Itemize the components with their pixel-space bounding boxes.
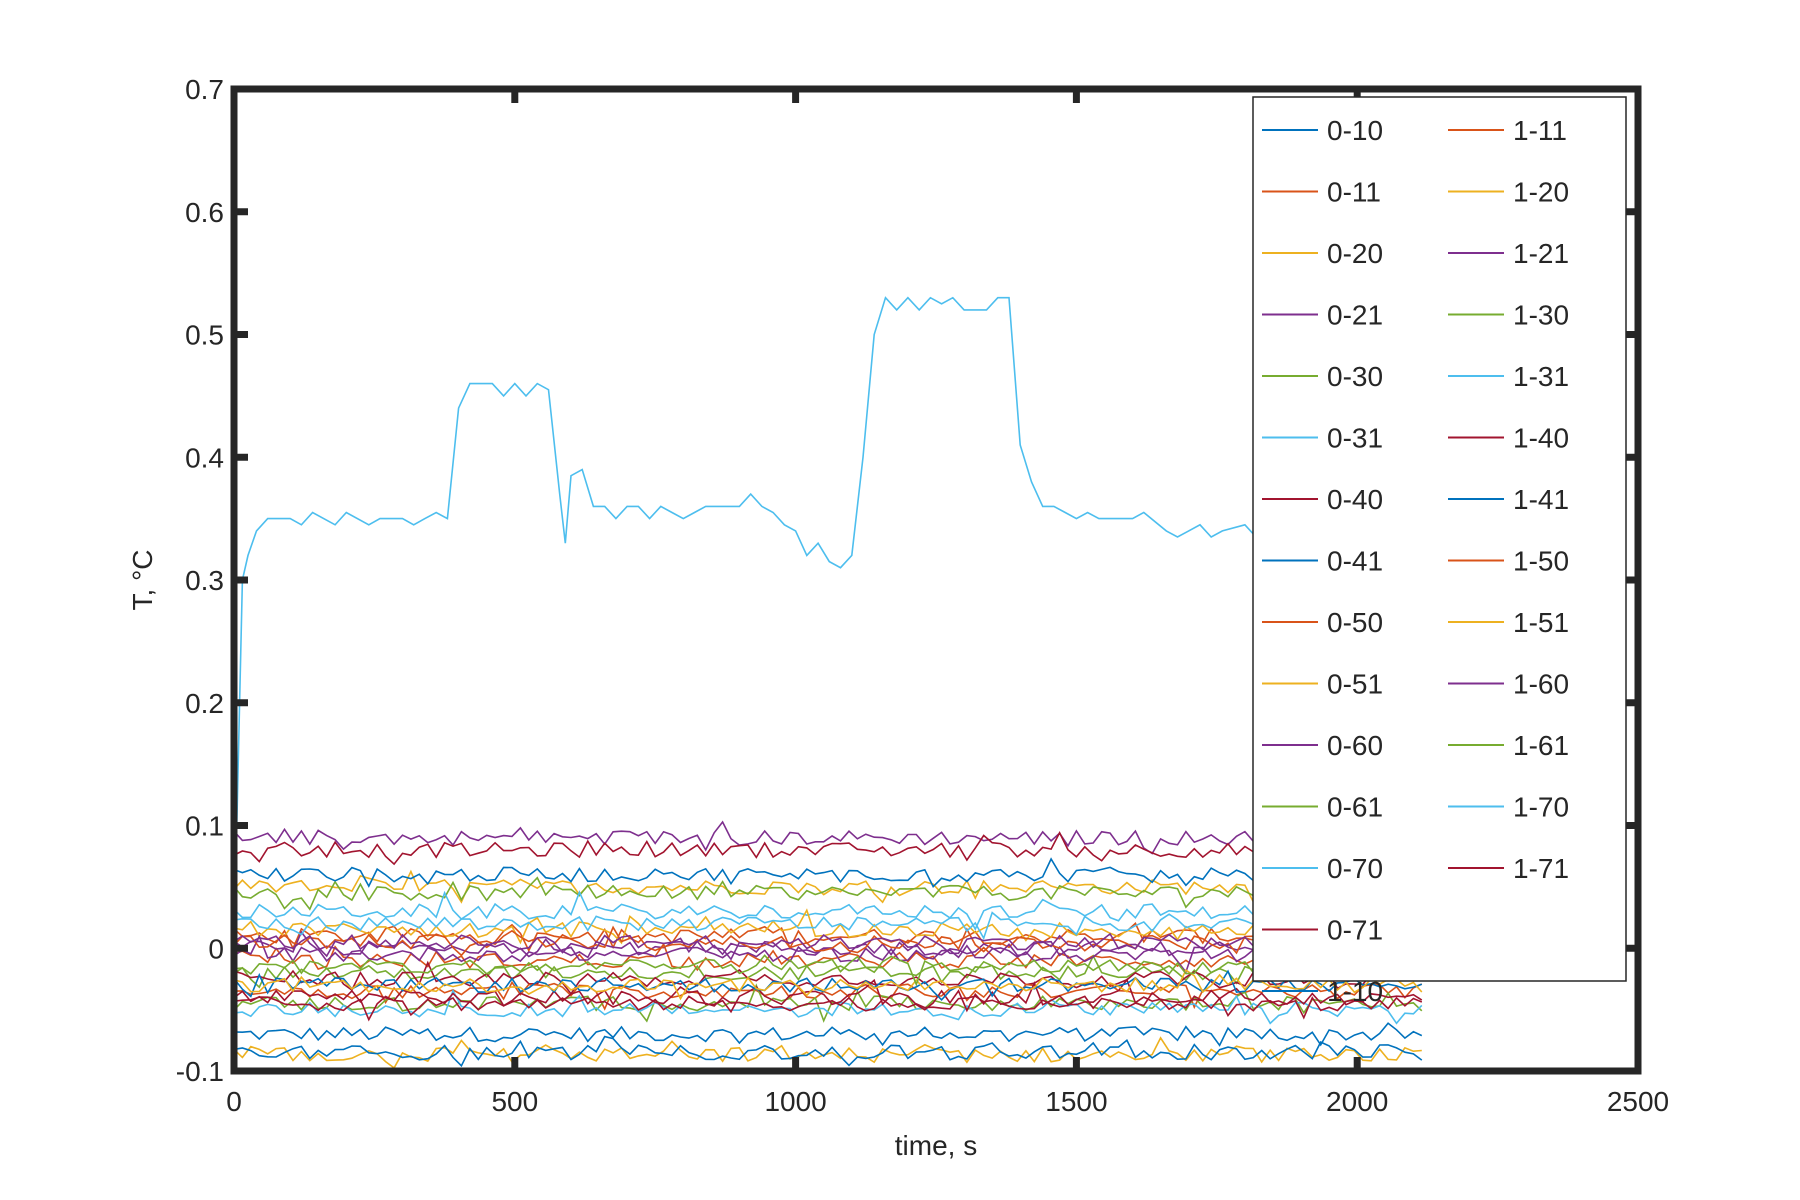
series-line-0-10 [233,1022,1423,1047]
series-line-0-50 [233,942,1423,972]
y-tick-label: 0.2 [185,688,224,719]
legend-box [1252,96,1627,982]
y-tick-label: 0.3 [185,565,224,596]
legend-label: 1-60 [1513,669,1569,700]
legend-label: 0-60 [1327,730,1383,761]
series-line-1-51 [233,968,1423,1001]
legend-label: 0-51 [1327,669,1383,700]
series-line-1-71 [233,991,1423,1022]
series-line-0-20 [233,869,1423,904]
y-tick-label: 0.5 [185,320,224,351]
legend-label: 1-30 [1513,300,1569,331]
series-line-0-40 [233,831,1422,866]
legend-label: 0-30 [1327,361,1383,392]
series-line-1-20 [233,908,1423,945]
series-line-1-60 [233,927,1423,961]
x-tick-label: 2500 [1607,1086,1669,1117]
series-line-0-21 [233,820,1423,855]
x-tick-label: 2000 [1326,1086,1388,1117]
legend-label: 0-50 [1327,607,1383,638]
x-tick-label: 500 [491,1086,538,1117]
x-tick-label: 0 [226,1086,242,1117]
data-series-group [233,296,1425,1070]
series-line-1-61 [233,954,1423,987]
legend-label: 0-11 [1327,177,1381,208]
legend-label: 1-70 [1513,792,1569,823]
series-line-0-31 [233,296,1425,949]
y-tick-label: 0.4 [185,442,224,473]
legend-label: 1-41 [1513,484,1569,515]
y-tick-label: 0 [208,933,224,964]
y-tick-label: 0.6 [185,197,224,228]
series-line-1-70 [233,911,1422,941]
legend-label: 0-21 [1327,300,1383,331]
legend-label: 1-71 [1513,853,1569,884]
legend-label: 0-31 [1327,423,1383,454]
y-axis: -0.1 0 0.1 0.2 0.3 0.4 0.5 0.6 0.7 [176,74,1638,1087]
legend-label: 1-50 [1513,546,1569,577]
series-line-1-31 [233,988,1423,1025]
legend-label: 1-21 [1513,238,1569,269]
x-tick-label: 1000 [764,1086,826,1117]
y-tick-label: -0.1 [176,1056,224,1087]
legend-label: 1-61 [1513,730,1569,761]
legend-label: 1-10 [1327,976,1383,1007]
legend-label: 0-10 [1327,115,1383,146]
legend-label: 1-11 [1513,115,1567,146]
legend-label: 1-40 [1513,423,1569,454]
legend-label: 1-31 [1513,361,1569,392]
legend-label: 0-40 [1327,484,1383,515]
series-line-0-11 [233,916,1422,953]
legend-label: 0-61 [1327,792,1383,823]
series-line-0-71 [233,960,1423,996]
series-line-0-70 [233,890,1423,931]
series-line-0-51 [233,1036,1422,1070]
y-tick-label: 0.1 [185,811,224,842]
series-line-0-30 [233,876,1423,911]
legend-label: 0-20 [1327,238,1383,269]
series-line-1-40 [233,978,1423,1014]
series-line-0-41 [233,857,1423,890]
y-tick-label: 0.7 [185,74,224,105]
series-line-1-41 [233,969,1423,1001]
y-axis-label: T, °C [127,550,158,611]
x-axis-label: time, s [895,1130,977,1161]
legend-label: 1-20 [1513,177,1569,208]
x-tick-label: 1500 [1045,1086,1107,1117]
legend-label: 0-71 [1327,915,1383,946]
legend: 0-10 0-11 0-20 0-21 0-30 0-31 0-40 0-41 0-50 0-51… [1252,96,1627,1007]
series-line-1-10 [233,1035,1423,1068]
legend-label: 1-51 [1513,607,1569,638]
x-axis: 0 500 1000 1500 2000 2500 [226,89,1669,1117]
series-line-0-61 [233,954,1423,989]
legend-label: 0-41 [1327,546,1383,577]
legend-label: 0-70 [1327,853,1383,884]
